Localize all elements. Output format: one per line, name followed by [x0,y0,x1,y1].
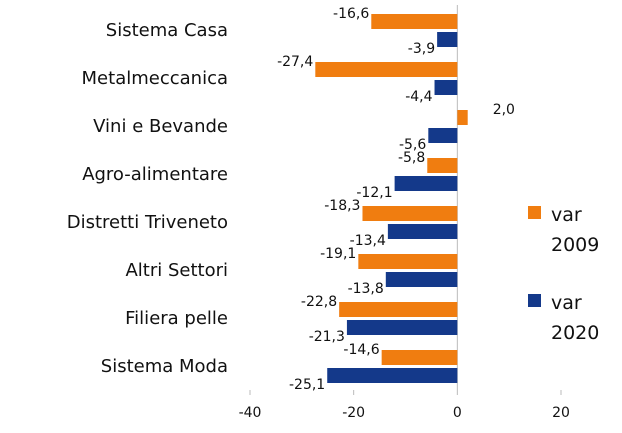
data-label: -16,6 [333,6,369,22]
category-label: Sistema Casa [106,20,228,41]
data-label: -12,1 [356,185,392,201]
category-label: Vini e Bevande [93,116,228,137]
bar [362,206,458,221]
data-label: -18,3 [324,198,360,214]
category-label: Metalmeccanica [82,68,228,89]
bar [427,158,458,173]
category-label: Filiera pelle [125,308,228,329]
legend-item: var 2009 [528,200,600,260]
x-tick-label: -40 [239,405,262,421]
bar [457,110,468,125]
category-label: Altri Settori [125,260,228,281]
data-label: -5,8 [398,150,425,166]
bar [315,62,458,77]
x-tick-label: 0 [453,405,462,421]
bar [327,368,458,383]
bar [437,32,458,47]
data-label: -5,6 [399,137,426,153]
data-label: -4,4 [405,89,432,105]
data-label: -25,1 [289,377,325,393]
bar [371,14,458,29]
x-tick-label: 20 [552,405,570,421]
data-label: 2,0 [493,102,515,118]
bar [358,254,458,269]
legend-label: var 2009 [551,204,600,256]
bar [385,272,458,287]
legend-label: var 2020 [551,292,600,344]
x-tick-label: -20 [342,405,365,421]
category-label: Distretti Triveneto [67,212,228,233]
legend-item: var 2020 [528,288,600,348]
data-label: -21,3 [309,329,345,345]
bar [381,350,458,365]
data-label: -13,8 [348,281,384,297]
data-label: -22,8 [301,294,337,310]
data-label: -13,4 [350,233,386,249]
bar [428,128,458,143]
bar [387,224,458,239]
data-label: -14,6 [343,342,379,358]
bar [394,176,458,191]
legend-swatch [528,294,541,307]
category-label: Sistema Moda [101,356,228,377]
bar [434,80,458,95]
legend-swatch [528,206,541,219]
data-label: -27,4 [277,54,313,70]
bar [339,302,458,317]
category-label: Agro-alimentare [82,164,228,185]
bar [346,320,458,335]
data-label: -3,9 [408,41,435,57]
data-label: -19,1 [320,246,356,262]
